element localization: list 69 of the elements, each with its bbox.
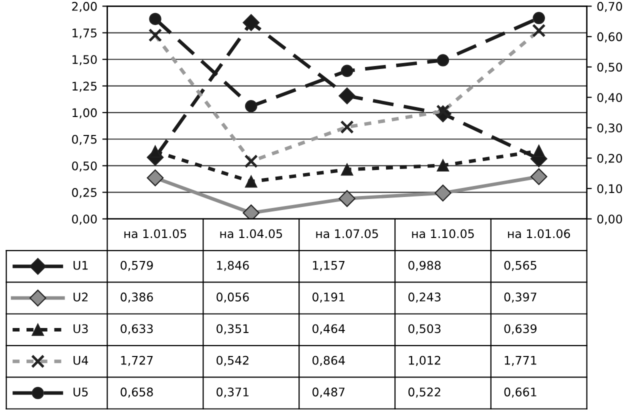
point <box>338 87 356 104</box>
y2-tick-label: 0,00 <box>597 214 622 225</box>
data-label: 0,191 <box>312 292 344 303</box>
data-label: 0,864 <box>312 356 345 366</box>
data-label: 1,846 <box>217 260 249 272</box>
y-tick-label: 0,25 <box>72 188 97 198</box>
y-tick-label: 1,00 <box>72 108 97 118</box>
data-label: 0,579 <box>120 260 153 272</box>
legend-label: U4 <box>74 356 88 365</box>
point <box>532 144 545 158</box>
x-tick-label: на 1.01.06 <box>508 229 570 238</box>
y-tick-label: 2,00 <box>72 2 97 12</box>
data-label: 0,658 <box>120 388 153 398</box>
data-label: 0,371 <box>216 388 249 398</box>
point <box>530 168 548 186</box>
data-label: 1,012 <box>408 356 440 366</box>
y-tick-label: 1,25 <box>72 82 97 92</box>
y-tick-label: 1,50 <box>72 55 97 66</box>
data-label: 0,565 <box>504 260 536 272</box>
data-label: 0,503 <box>408 324 440 334</box>
y2-tick-label: 0,30 <box>597 123 622 134</box>
point <box>340 64 354 78</box>
data-label: 1,157 <box>313 261 344 272</box>
x-tick-label: на 1.01.05 <box>124 229 186 238</box>
data-label: 0,464 <box>312 324 345 334</box>
y2-tick-label: 0,20 <box>597 154 622 164</box>
legend-label: U1 <box>74 261 88 270</box>
y-tick-label: 1,75 <box>72 28 97 39</box>
data-label: 0,639 <box>504 324 537 334</box>
data-label: 0,351 <box>216 324 249 334</box>
y2-tick-label: 0,40 <box>597 93 622 104</box>
y-tick-label: 0,75 <box>72 134 97 145</box>
y2-tick-label: 0,10 <box>597 184 622 194</box>
data-label: 0,243 <box>408 292 440 303</box>
y2-tick-label: 0,60 <box>597 32 622 42</box>
point <box>340 163 354 176</box>
point <box>149 145 162 158</box>
point <box>434 184 452 202</box>
point <box>245 100 258 112</box>
point <box>436 159 450 172</box>
data-label: 0,487 <box>312 388 344 398</box>
data-label: 0,056 <box>216 292 249 303</box>
y2-tick-label: 0,70 <box>597 2 622 12</box>
y-tick-label: 0,00 <box>72 214 97 225</box>
point <box>338 190 356 207</box>
data-label: 0,988 <box>408 260 441 272</box>
legend-label: U3 <box>74 324 88 334</box>
legend-label: U2 <box>74 292 88 302</box>
legend-label: U5 <box>74 388 88 396</box>
y-tick-label: 0,50 <box>72 161 97 172</box>
data-label: 0,522 <box>408 388 440 398</box>
point <box>532 12 545 24</box>
data-label: 1,771 <box>504 356 536 366</box>
point <box>436 54 450 66</box>
point <box>245 175 258 188</box>
point <box>242 14 260 31</box>
x-tick-label: на 1.07.05 <box>316 229 378 238</box>
y2-tick-label: 0,50 <box>597 62 622 73</box>
x-tick-label: на 1.10.05 <box>412 229 474 238</box>
point <box>146 169 164 186</box>
data-label: 0,542 <box>216 356 248 366</box>
data-label: 1,727 <box>121 356 153 366</box>
data-label: 0,661 <box>504 388 536 398</box>
data-label: 0,386 <box>120 292 153 303</box>
x-tick-label: на 1.04.05 <box>220 229 282 238</box>
data-label: 0,633 <box>120 324 153 334</box>
data-label: 0,397 <box>504 292 536 303</box>
point <box>242 204 260 219</box>
point <box>149 12 162 26</box>
